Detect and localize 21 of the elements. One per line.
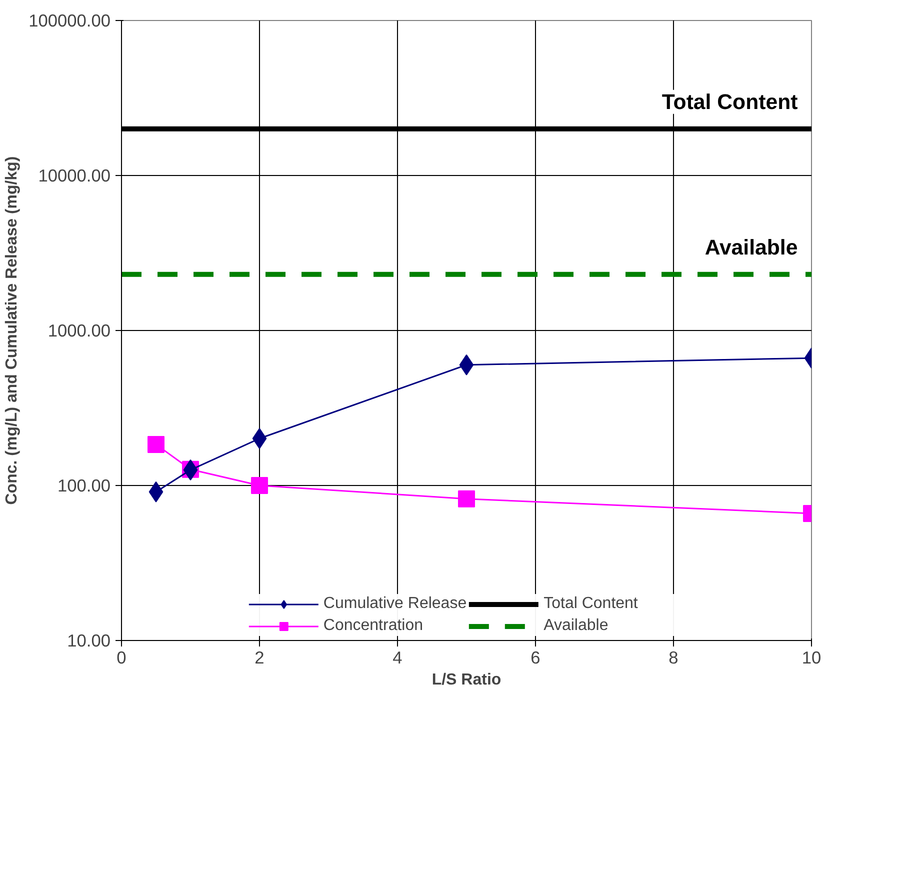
x-tick-label: 10 — [802, 648, 822, 668]
legend-label: Cumulative Release — [323, 595, 467, 613]
legend-label: Total Content — [544, 595, 639, 613]
y-tick-label: 10000.00 — [38, 166, 111, 186]
x-axis-title: L/S Ratio — [432, 672, 502, 688]
y-tick-label: 100.00 — [58, 476, 110, 496]
y-tick-label: 10.00 — [67, 630, 111, 650]
text: Available — [704, 235, 798, 260]
y-tick-label: 1000.00 — [48, 320, 111, 340]
x-tick-label: 8 — [668, 648, 678, 668]
point — [148, 436, 164, 453]
x-tick-label: 6 — [530, 648, 540, 668]
y-axis-title: Conc. (mg/L) and Cumulative Release (mg/kg) — [4, 156, 21, 505]
x-tick-label: 2 — [254, 648, 264, 668]
x-tick-label: 4 — [392, 648, 403, 668]
y-tick-label: 100000.00 — [28, 10, 111, 30]
text: Total Content — [662, 90, 798, 114]
x-tick-label: 0 — [116, 648, 126, 668]
point — [251, 477, 268, 494]
legend-label: Concentration — [323, 617, 424, 635]
legend-label: Available — [544, 617, 610, 635]
